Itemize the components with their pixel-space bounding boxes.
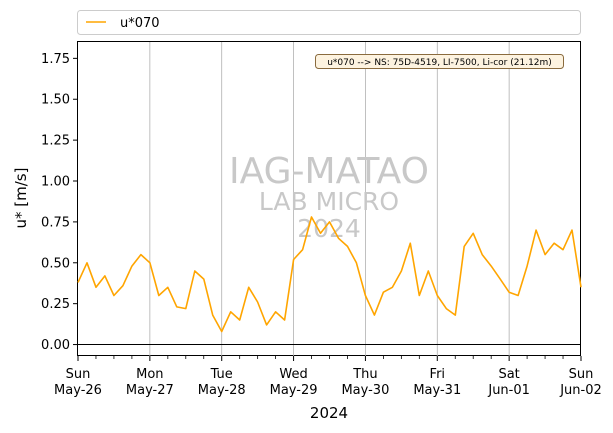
- x-tick-label-date: Jun-01: [487, 383, 530, 398]
- x-tick-label-date: Jun-02: [559, 383, 602, 398]
- y-tick-label: 1.75: [41, 52, 70, 67]
- x-tick-label-day: Sun: [569, 367, 594, 382]
- y-axis: 0.00 0.25 0.50 0.75 1.00 1.25 1.50 1.75: [41, 52, 78, 353]
- series-line-u070: [77, 216, 582, 333]
- x-tick-label-date: May-26: [54, 383, 102, 398]
- x-tick-label-date: May-29: [270, 383, 318, 398]
- watermark-line-3: 2024: [297, 214, 361, 243]
- annotation-text: u*070 --> NS: 75D-4519, LI-7500, Li-cor …: [327, 58, 552, 68]
- legend: u*070: [77, 10, 581, 35]
- y-tick-label: 0.00: [41, 338, 70, 353]
- grid-lines: [149, 42, 510, 356]
- x-tick-label-day: Sat: [498, 367, 519, 382]
- plot-frame: [77, 41, 581, 356]
- x-tick-label-date: May-30: [341, 383, 389, 398]
- x-axis: SunMay-26MonMay-27TueMay-28WedMay-29ThuM…: [54, 356, 602, 398]
- annotation-frame: [315, 54, 564, 69]
- x-tick-label-date: May-28: [198, 383, 246, 398]
- y-axis-title-text: u* [m/s]: [12, 168, 30, 229]
- x-tick-label-date: May-27: [126, 383, 174, 398]
- y-tick-label: 1.50: [41, 93, 70, 108]
- x-axis-title: 2024: [310, 404, 348, 422]
- legend-label: u*070: [120, 16, 160, 31]
- y-axis-title: u* [m/s]: [12, 168, 30, 229]
- y-tick-label: 1.00: [41, 175, 70, 190]
- x-tick-label-day: Fri: [430, 367, 446, 382]
- y-tick-label: 0.50: [41, 256, 70, 271]
- x-tick-label-day: Thu: [352, 367, 377, 382]
- y-tick-label: 1.25: [41, 134, 70, 149]
- x-tick-label-day: Sun: [66, 367, 91, 382]
- series-lines: [77, 216, 582, 333]
- y-tick-label: 0.75: [41, 215, 70, 230]
- watermark: IAG-MATAO LAB MICRO 2024: [229, 151, 429, 243]
- x-tick-label-date: May-31: [413, 383, 461, 398]
- y-tick-label: 0.25: [41, 297, 70, 312]
- annotation-box: u*070 --> NS: 75D-4519, LI-7500, Li-cor …: [315, 54, 564, 69]
- x-tick-label-day: Wed: [279, 367, 307, 382]
- x-tick-label-day: Tue: [210, 367, 233, 382]
- x-tick-label-day: Mon: [136, 367, 163, 382]
- legend-frame: [77, 10, 581, 35]
- watermark-line-2: LAB MICRO: [259, 187, 399, 216]
- watermark-line-1: IAG-MATAO: [229, 151, 429, 192]
